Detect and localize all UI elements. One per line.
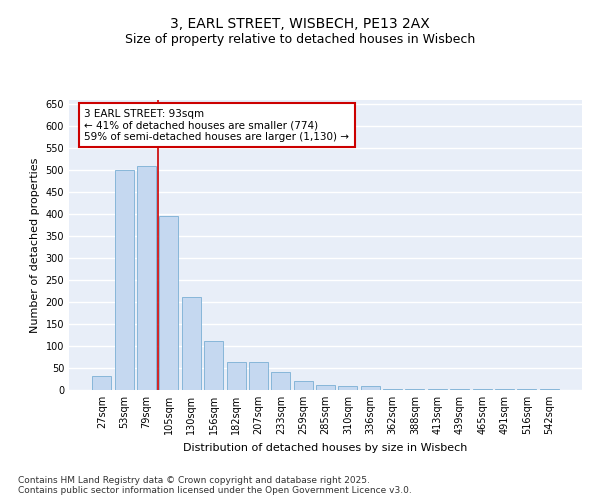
Text: 3 EARL STREET: 93sqm
← 41% of detached houses are smaller (774)
59% of semi-deta: 3 EARL STREET: 93sqm ← 41% of detached h… xyxy=(85,108,349,142)
Bar xyxy=(495,389,514,390)
Bar xyxy=(160,216,178,390)
Bar xyxy=(338,386,358,390)
Bar xyxy=(361,386,380,390)
Bar xyxy=(92,376,112,390)
Bar xyxy=(249,362,268,390)
Y-axis label: Number of detached properties: Number of detached properties xyxy=(30,158,40,332)
Text: Contains HM Land Registry data © Crown copyright and database right 2025.
Contai: Contains HM Land Registry data © Crown c… xyxy=(18,476,412,495)
Bar xyxy=(137,166,156,390)
Bar xyxy=(227,362,245,390)
Bar xyxy=(539,389,559,390)
X-axis label: Distribution of detached houses by size in Wisbech: Distribution of detached houses by size … xyxy=(184,442,467,452)
Text: 3, EARL STREET, WISBECH, PE13 2AX: 3, EARL STREET, WISBECH, PE13 2AX xyxy=(170,18,430,32)
Bar xyxy=(115,170,134,390)
Bar xyxy=(204,341,223,390)
Bar xyxy=(383,389,402,390)
Bar xyxy=(428,389,447,390)
Text: Size of property relative to detached houses in Wisbech: Size of property relative to detached ho… xyxy=(125,32,475,46)
Bar xyxy=(473,389,491,390)
Bar xyxy=(517,389,536,390)
Bar xyxy=(450,389,469,390)
Bar xyxy=(293,381,313,390)
Bar xyxy=(182,297,201,390)
Bar xyxy=(406,389,424,390)
Bar xyxy=(271,372,290,390)
Bar xyxy=(316,384,335,390)
